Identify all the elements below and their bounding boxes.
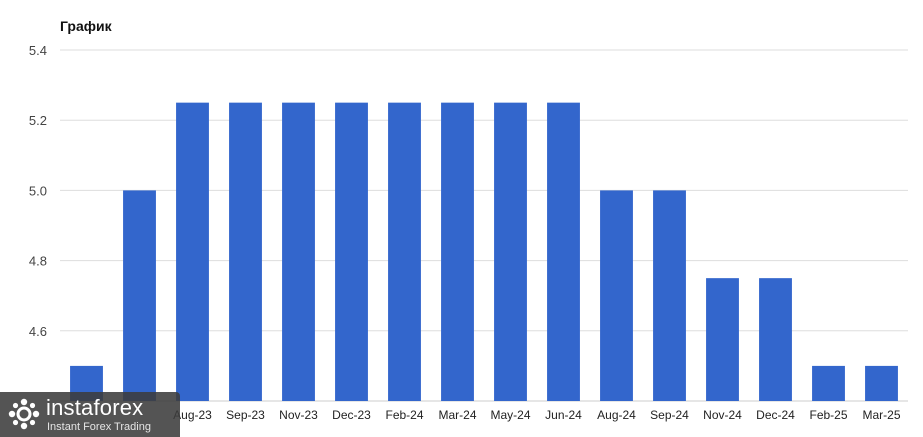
x-tick-label: Aug-23	[173, 408, 212, 422]
y-tick-label: 4.6	[29, 324, 47, 339]
bar	[759, 278, 792, 401]
y-tick-label: 5.2	[29, 113, 47, 128]
x-tick-label: Aug-24	[597, 408, 636, 422]
x-tick-label: Nov-24	[703, 408, 742, 422]
bar	[441, 102, 474, 402]
x-tick-label: Mar-25	[862, 408, 900, 422]
x-tick-label: Nov-23	[279, 408, 318, 422]
bar	[547, 102, 580, 402]
bar	[706, 278, 739, 401]
y-tick-label: 5.0	[29, 183, 47, 198]
bar	[123, 190, 156, 401]
bar	[176, 102, 209, 402]
x-tick-label: Sep-23	[226, 408, 265, 422]
bar	[388, 102, 421, 402]
x-tick-label: Feb-25	[809, 408, 847, 422]
chart-title: График	[60, 18, 112, 34]
bar	[335, 102, 368, 402]
x-tick-label: Dec-24	[756, 408, 795, 422]
bar	[494, 102, 527, 402]
watermark-tagline: Instant Forex Trading	[47, 421, 151, 433]
y-tick-label: 4.8	[29, 254, 47, 269]
bar	[812, 365, 845, 401]
bar	[229, 102, 262, 402]
watermark-brand: instaforex	[46, 395, 144, 420]
y-tick-label: 5.4	[29, 43, 47, 58]
instaforex-watermark: instaforex Instant Forex Trading	[0, 392, 180, 437]
x-tick-label: May-24	[490, 408, 530, 422]
x-tick-label: Jun-24	[545, 408, 582, 422]
x-tick-label: Dec-23	[332, 408, 371, 422]
x-tick-label: Sep-24	[650, 408, 689, 422]
instaforex-logo-icon	[8, 398, 40, 430]
bar	[282, 102, 315, 402]
bar	[653, 190, 686, 401]
x-tick-label: Feb-24	[385, 408, 423, 422]
bar	[865, 365, 898, 401]
bar	[600, 190, 633, 401]
x-tick-label: Mar-24	[438, 408, 476, 422]
